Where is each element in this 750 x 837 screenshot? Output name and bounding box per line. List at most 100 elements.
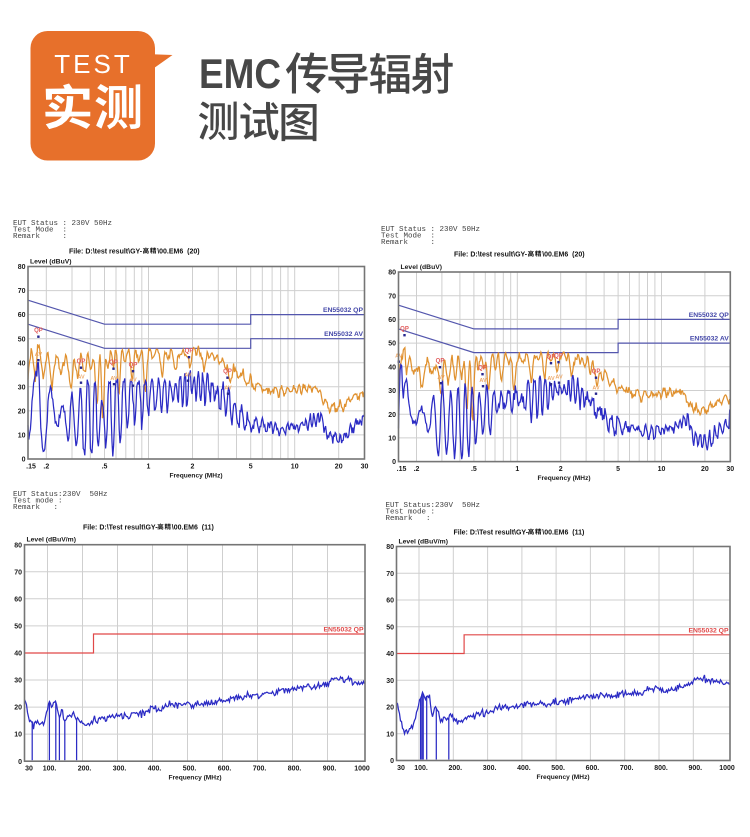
svg-text:10: 10 [386,731,394,738]
svg-text:10: 10 [388,436,396,443]
svg-text:900.: 900. [323,766,337,773]
svg-text:100.: 100. [43,766,57,773]
svg-text:AV: AV [592,386,600,392]
svg-text:30: 30 [386,678,394,685]
svg-text:70: 70 [388,293,396,300]
svg-text:AV: AV [555,375,563,381]
svg-text:AV: AV [35,352,43,358]
svg-text:50: 50 [14,624,22,631]
svg-text:10: 10 [658,466,666,473]
svg-text:Frequency (MHz): Frequency (MHz) [168,775,221,782]
svg-text:Frequency (MHz): Frequency (MHz) [169,473,222,480]
svg-text:900.: 900. [688,765,702,772]
svg-text:80: 80 [14,542,22,549]
svg-text:300.: 300. [483,765,497,772]
svg-text:QP: QP [185,349,194,355]
svg-text:1000: 1000 [354,766,370,773]
svg-text:80: 80 [18,264,26,271]
svg-text:50: 50 [386,624,394,631]
svg-text:QP: QP [478,366,487,372]
svg-text:EN55032 QP: EN55032 QP [323,307,364,314]
svg-text:EUT Status:230V 50Hz: EUT Status:230V 50Hz [386,502,481,510]
svg-text:30: 30 [361,464,369,471]
svg-text:700.: 700. [620,765,634,772]
svg-text:EN55032 QP: EN55032 QP [323,627,364,634]
svg-text:.15: .15 [397,466,407,473]
svg-text:30: 30 [14,678,22,685]
svg-text:40: 40 [14,651,22,658]
svg-text:Frequency (MHz): Frequency (MHz) [537,475,590,482]
svg-text:AV: AV [479,378,487,384]
svg-text:600.: 600. [218,766,232,773]
svg-text:EUT Status : 230V 50Hz: EUT Status : 230V 50Hz [13,220,112,228]
svg-text:QP: QP [592,369,601,375]
svg-text:500.: 500. [551,765,565,772]
svg-text:.15: .15 [26,464,36,471]
svg-text:Level (dBuV): Level (dBuV) [30,259,72,266]
svg-text:QP: QP [77,359,86,365]
svg-text:EN55032 QP: EN55032 QP [688,627,729,634]
svg-text:TEST: TEST [54,49,132,79]
svg-text:60: 60 [14,596,22,603]
svg-text:.2: .2 [414,466,420,473]
svg-text:QP: QP [436,359,445,365]
svg-text:Frequency (MHz): Frequency (MHz) [536,774,589,781]
svg-text:File: D:\Test result\GY-: File: D:\Test result\GY- [454,530,529,537]
svg-text:200.: 200. [78,766,92,773]
svg-text:\00.EM6 (11): \00.EM6 (11) [172,525,214,532]
svg-text:10: 10 [18,433,26,440]
svg-text:AV: AV [547,376,555,382]
svg-text:EUT Status:230V 50Hz: EUT Status:230V 50Hz [13,491,108,499]
svg-text:\00.EM6 (20): \00.EM6 (20) [157,249,199,256]
svg-text:Remark :: Remark : [13,233,67,241]
svg-text:Test Mode :: Test Mode : [13,227,67,235]
svg-text:2: 2 [559,466,563,473]
svg-text:1: 1 [515,466,519,473]
svg-text:200.: 200. [448,765,462,772]
svg-text:30: 30 [18,384,26,391]
svg-text:80: 80 [388,270,396,277]
svg-text:20: 20 [386,705,394,712]
svg-text:100.: 100. [414,765,428,772]
svg-text:File: D:\test result\GY-: File: D:\test result\GY- [69,249,143,256]
svg-text:700.: 700. [253,766,267,773]
svg-text:20: 20 [14,705,22,712]
svg-text:Test mode :: Test mode : [386,509,436,517]
svg-text:1: 1 [147,464,151,471]
svg-text:10: 10 [14,732,22,739]
svg-text:QP: QP [547,355,556,361]
svg-text:500.: 500. [183,766,197,773]
svg-text:EUT Status : 230V 50Hz: EUT Status : 230V 50Hz [381,226,480,234]
svg-text:300.: 300. [113,766,127,773]
svg-text:Level (dBuV/m): Level (dBuV/m) [27,537,76,544]
svg-text:800.: 800. [288,766,302,773]
svg-text:400.: 400. [148,766,162,773]
svg-text:EMC: EMC [199,50,281,97]
svg-text:.5: .5 [102,464,108,471]
svg-text:20: 20 [388,412,396,419]
svg-text:Remark :: Remark : [381,239,435,247]
svg-text:70: 70 [14,569,22,576]
svg-text:QP: QP [223,369,232,375]
svg-text:30: 30 [726,466,734,473]
svg-text:AV: AV [77,375,85,381]
svg-text:.5: .5 [471,466,477,473]
svg-text:EN55032 AV: EN55032 AV [690,336,729,343]
svg-text:QP: QP [400,327,409,333]
svg-text:30: 30 [25,766,33,773]
svg-text:30: 30 [388,388,396,395]
svg-text:EN55032 QP: EN55032 QP [689,312,730,319]
svg-text:30: 30 [397,765,405,772]
svg-text:\00.EM6 (11): \00.EM6 (11) [542,530,584,537]
svg-text:60: 60 [18,312,26,319]
svg-text:70: 70 [386,571,394,578]
svg-text:Remark :: Remark : [386,515,431,523]
svg-text:Test Mode :: Test Mode : [381,233,435,241]
svg-text:QP: QP [554,354,563,360]
svg-text:AV: AV [129,378,137,384]
svg-text:Level (dBuV/m): Level (dBuV/m) [399,539,448,546]
svg-text:2: 2 [191,464,195,471]
svg-text:AV: AV [437,375,445,381]
svg-text:80: 80 [386,544,394,551]
svg-text:0: 0 [18,759,22,766]
